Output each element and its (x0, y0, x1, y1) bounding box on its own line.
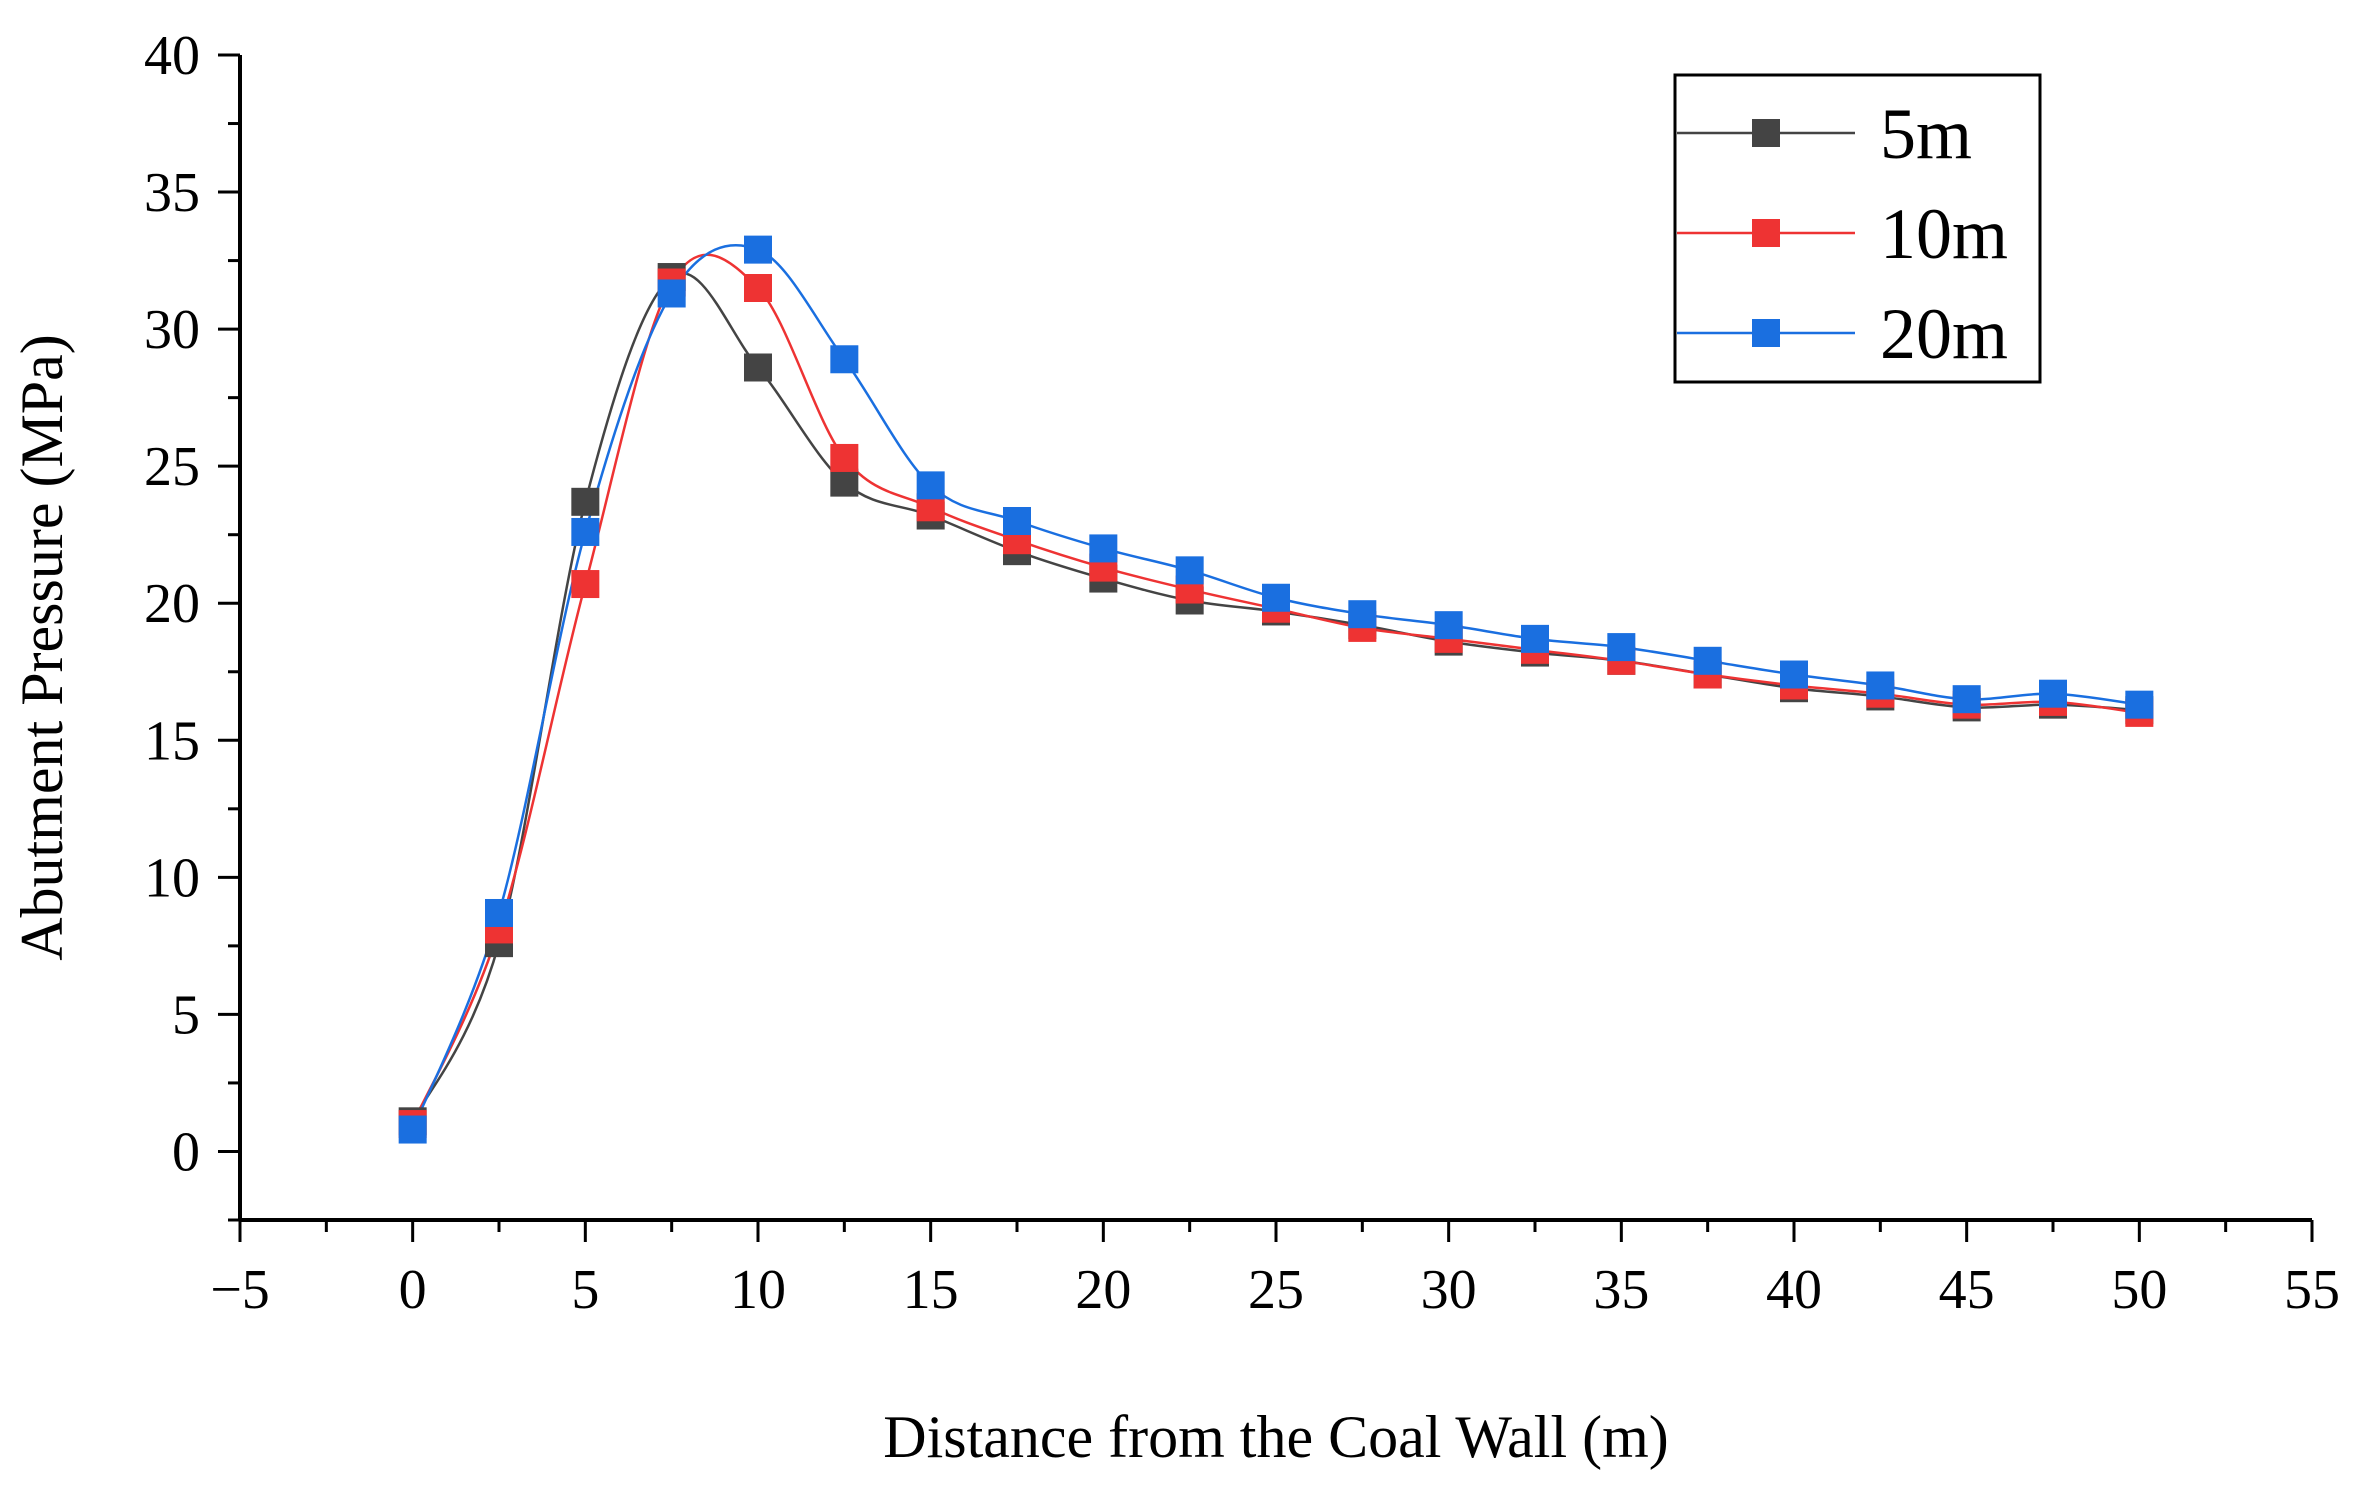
data-point-20m (1780, 660, 1808, 689)
legend-marker-5m (1752, 119, 1780, 147)
y-tick-label: 40 (144, 25, 200, 87)
y-tick-label: 35 (144, 162, 200, 224)
data-point-20m (916, 471, 945, 500)
y-tick-label: 0 (172, 1121, 200, 1183)
data-point-20m (1952, 685, 1981, 714)
data-point-20m (657, 279, 686, 308)
x-tick-label: −5 (210, 1259, 270, 1321)
data-point-20m (1521, 624, 1549, 653)
y-tick-label: 20 (144, 573, 200, 635)
x-tick-label: 15 (903, 1259, 959, 1321)
data-point-20m (398, 1115, 427, 1144)
data-point-20m (744, 235, 772, 264)
data-point-5m (744, 353, 772, 382)
x-tick-label: 40 (1766, 1259, 1822, 1321)
data-point-20m (571, 517, 600, 546)
legend-label-20m: 20m (1880, 294, 2008, 374)
x-tick-label: 0 (399, 1259, 427, 1321)
data-point-20m (1866, 671, 1895, 700)
x-tick-label: 5 (571, 1259, 599, 1321)
legend-box (1673, 73, 2042, 384)
legend-label-5m: 5m (1880, 94, 1972, 174)
x-tick-label: 35 (1593, 1259, 1649, 1321)
data-point-20m (1175, 556, 1204, 585)
data-point-20m (1693, 646, 1722, 675)
x-tick-label: 30 (1421, 1259, 1477, 1321)
y-axis-title: Abutment Pressure (MPa) (9, 334, 75, 961)
data-point-20m (1003, 507, 1031, 535)
data-point-20m (1434, 611, 1463, 640)
series-group (398, 235, 2154, 1144)
data-point-20m (1089, 534, 1118, 563)
x-tick-label: 50 (2111, 1259, 2167, 1321)
legend-marker-10m (1752, 219, 1780, 247)
x-tick-label: 55 (2284, 1259, 2340, 1321)
legend: 5m 10m 20m (1673, 73, 2042, 384)
ticks-group: −5 0 5 10 15 20 25 30 35 40 45 50 55 0 5 10 15 20 25 30 35 40 (144, 25, 2340, 1321)
data-point-20m (1348, 600, 1377, 629)
x-tick-label: 45 (1939, 1259, 1995, 1321)
legend-label-10m: 10m (1880, 194, 2008, 274)
data-point-20m (1262, 583, 1290, 612)
data-point-20m (2039, 679, 2067, 708)
data-point-20m (830, 345, 859, 374)
y-tick-label: 25 (144, 436, 200, 498)
x-tick-label: 25 (1248, 1259, 1304, 1321)
x-axis-title: Distance from the Coal Wall (m) (883, 1404, 1669, 1470)
y-tick-label: 10 (144, 847, 200, 909)
data-point-20m (1607, 633, 1636, 662)
legend-marker-20m (1752, 319, 1780, 347)
x-tick-label: 20 (1075, 1259, 1131, 1321)
data-point-10m (830, 443, 859, 472)
data-point-20m (2125, 690, 2154, 719)
x-tick-label: 10 (730, 1259, 786, 1321)
y-tick-label: 5 (172, 984, 200, 1046)
y-tick-label: 30 (144, 299, 200, 361)
data-point-5m (830, 468, 859, 497)
data-point-20m (485, 898, 513, 927)
data-point-10m (744, 274, 772, 302)
data-point-10m (571, 570, 600, 599)
y-tick-label: 15 (144, 710, 200, 772)
data-point-5m (571, 487, 600, 516)
